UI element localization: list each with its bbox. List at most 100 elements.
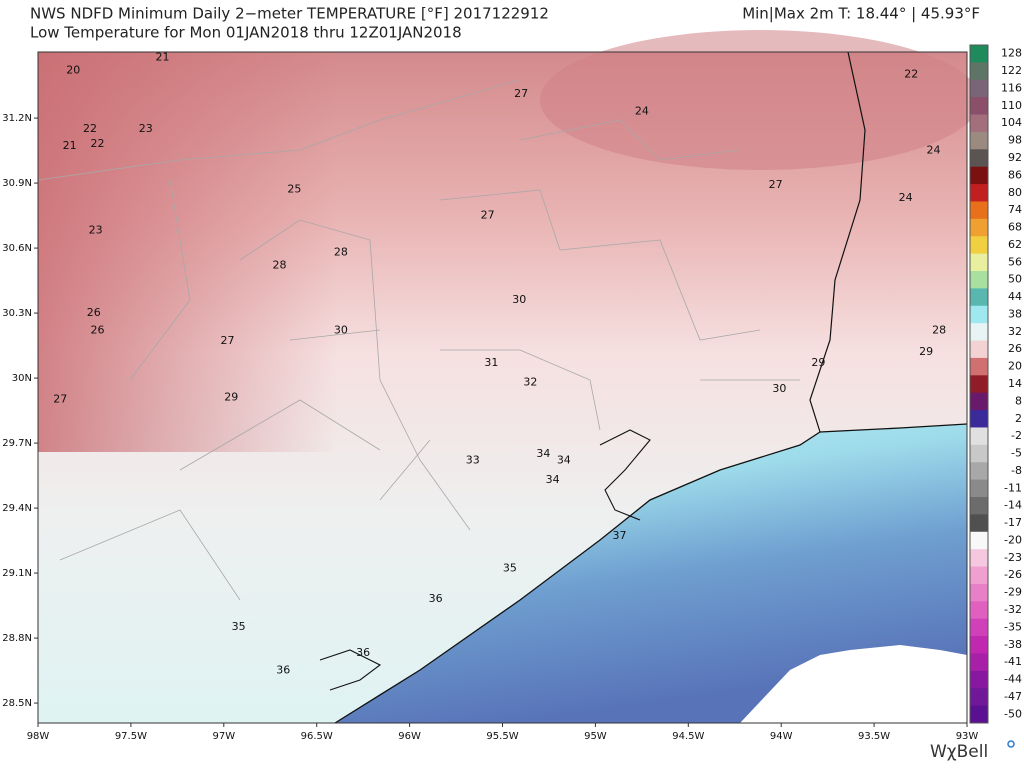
colorbar-label: 98 [1008,134,1022,147]
colorbar-label: 68 [1008,221,1022,234]
station-temp: 20 [66,63,80,76]
colorbar-swatch [970,236,988,255]
logo: WχBell [930,742,988,762]
colorbar-frame [969,44,989,724]
colorbar-label: -29 [1004,586,1022,599]
colorbar-label: -14 [1004,499,1022,512]
x-tick-label: 97W [212,731,235,742]
colorbar-label: 110 [1001,99,1022,112]
logo-mark [1007,740,1015,748]
station-temp: 35 [503,562,517,575]
y-tick-label: 31.2N [2,113,32,124]
colorbar-swatch [970,340,988,359]
colorbar-label: 38 [1008,307,1022,320]
colorbar-swatch [970,253,988,272]
station-temp: 27 [221,334,235,347]
colorbar-label: 104 [1001,116,1022,129]
colorbar-label: -47 [1004,690,1022,703]
colorbar-label: -26 [1004,568,1022,581]
colorbar-label: 128 [1001,47,1022,60]
ocean [335,424,967,723]
colorbar-label: -5 [1011,447,1022,460]
colorbar-swatch [970,479,988,498]
colorbar-label: 86 [1008,168,1022,181]
station-temp: 27 [481,209,495,222]
colorbar-label: 122 [1001,64,1022,77]
colorbar-swatch [970,462,988,481]
colorbar-swatch [970,375,988,394]
colorbar-swatch [970,97,988,116]
colorbar-swatch [970,114,988,133]
station-temp: 36 [276,664,290,677]
colorbar-swatch [970,45,988,63]
y-tick-label: 29.4N [2,503,32,514]
colorbar-swatch [970,688,988,707]
colorbar-swatch [970,618,988,637]
coastline [334,423,968,724]
colorbar-label: -11 [1004,481,1022,494]
colorbar-swatch [970,166,988,185]
colorbar-swatch [970,392,988,411]
x-tick-label: 93.5W [858,731,890,742]
x-tick-label: 95W [584,731,607,742]
colorbar-label: 62 [1008,238,1022,251]
colorbar-label: 26 [1008,342,1022,355]
colorbar-label: 20 [1008,360,1022,373]
cold-region [38,52,338,452]
station-temp: 27 [514,87,528,100]
colorbar-swatch [970,427,988,446]
station-temp: 29 [919,345,933,358]
colorbar-label: 2 [1015,412,1022,425]
station-temp: 36 [429,592,443,605]
colorbar-label: 92 [1008,151,1022,164]
station-temp: 27 [53,393,67,406]
colorbar-swatch [970,444,988,463]
station-temp: 24 [635,105,649,118]
colorbar-label: -38 [1004,638,1022,651]
colorbar-swatch [970,288,988,307]
colorbar-swatch [970,583,988,602]
station-temp: 23 [139,122,153,135]
colorbar-swatch [970,79,988,98]
station-temp: 34 [546,473,560,486]
station-temp: 27 [769,178,783,191]
colorbar-swatch [970,323,988,342]
colorbar-label: -20 [1004,533,1022,546]
county-lines [37,79,800,601]
station-temp: 30 [772,382,786,395]
y-tick-label: 30N [12,373,32,384]
station-temp: 31 [484,356,498,369]
station-temp: 21 [155,50,169,63]
y-tick-label: 28.8N [2,633,32,644]
colorbar-swatch [970,201,988,220]
colorbar-swatch [970,670,988,689]
colorbar-label: 44 [1008,290,1022,303]
colorbar-label: 80 [1008,186,1022,199]
y-tick-label: 30.6N [2,243,32,254]
y-tick-label: 30.9N [2,178,32,189]
colorbar-label: 56 [1008,255,1022,268]
state-border [809,51,866,433]
colorbar-swatch [970,653,988,672]
station-temp: 29 [224,391,238,404]
colorbar-label: -17 [1004,516,1022,529]
station-temp: 35 [232,620,246,633]
station-temp: 25 [287,183,301,196]
colorbar-swatch [970,497,988,515]
station-temp: 28 [932,323,946,336]
station-temp: 23 [89,224,103,237]
x-tick-label: 94W [770,731,793,742]
station-temp: 28 [334,245,348,258]
colorbar-label: 50 [1008,273,1022,286]
colorbar-swatch [970,271,988,289]
colorbar-swatch [970,601,988,620]
colorbar-label: -41 [1004,655,1022,668]
subtitle: Low Temperature for Mon 01JAN2018 thru 1… [30,24,462,42]
x-tick-label: 96W [398,731,421,742]
station-temp: 28 [273,258,287,271]
station-temp: 24 [899,191,913,204]
colorbar-swatch [970,131,988,150]
x-tick-label: 96.5W [301,731,333,742]
colorbar-swatch [970,566,988,585]
